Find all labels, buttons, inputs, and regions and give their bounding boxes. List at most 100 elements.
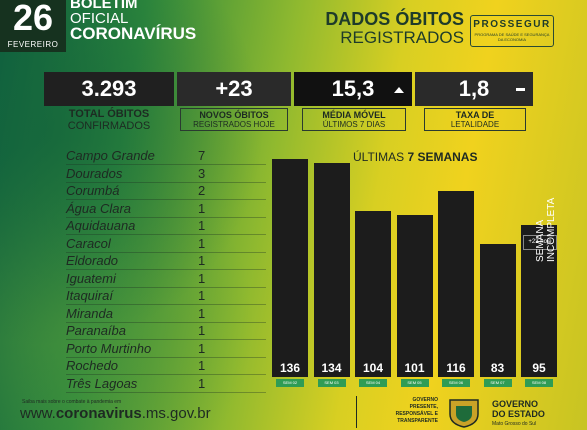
stat-moving-average-label: MÉDIA MÓVEL ÚLTIMOS 7 DIAS [302,108,406,131]
stat-total-deaths-value: 3.293 [81,76,137,101]
date-badge: 26 FEVEREIRO [0,0,66,52]
city-row: Miranda 1 [66,305,266,323]
city-row: Aquidauana 1 [66,217,266,235]
footer-note: Saiba mais sobre o combate à pandemia em [22,399,122,405]
city-row: Paranaíba 1 [66,322,266,340]
chart-bar-value: 134 [321,361,342,375]
city-row: Água Clara 1 [66,200,266,218]
city-name: Corumbá [66,183,120,198]
prossegur-name: PROSSEGUR [473,19,551,30]
stat-lethality-label-2: LETALIDADE [450,120,500,129]
city-row: Porto Murtinho 1 [66,340,266,358]
footer-url-link[interactable]: www.coronavirus.ms.gov.br [20,405,211,422]
city-name: Rochedo [66,358,119,373]
chart-title-prefix: ÚLTIMAS [353,150,408,164]
gov-slogan: GOVERNO PRESENTE, RESPONSÁVEL E TRANSPAR… [358,397,438,425]
city-deaths: 1 [198,200,206,216]
trend-flat-icon [516,88,525,91]
chart-bar [272,159,308,377]
chart-week-label: SEM 05 [400,379,429,387]
date-day: 26 [12,0,54,38]
stat-new-deaths: +23 [177,72,291,106]
gov-right-2: DO ESTADO [492,409,545,419]
bulletin-line-2: OFICIAL [70,10,129,27]
gov-right-1: GOVERNO [492,399,539,409]
gov-slogan-4: TRANSPARENTE [397,418,438,424]
stat-new-deaths-label: NOVOS ÓBITOS REGISTRADOS HOJE [180,108,288,131]
city-deaths: 3 [198,165,206,181]
city-row: Itaquiraí 1 [66,287,266,305]
stat-lethality: 1,8 [415,72,533,106]
chart-bar-value: 116 [446,361,466,375]
city-row: Caracol 1 [66,235,266,253]
chart-bar [313,162,350,377]
city-name: Eldorado [66,253,119,268]
header-subtitle-line-1: DADOS ÓBITOS [325,9,464,29]
trend-up-icon [394,87,404,93]
chart-bar-value: 136 [279,361,301,375]
city-name: Paranaíba [66,323,126,338]
city-name: Porto Murtinho [66,340,152,356]
city-name: Caracol [66,235,111,251]
city-row: Três Lagoas 1 [66,375,266,393]
state-government-logo: GOVERNO DO ESTADO Mato Grosso do Sul [492,399,582,429]
city-name: Iguatemi [66,270,116,286]
city-row: Campo Grande 7 [66,147,266,165]
stat-total-deaths-label: TOTAL ÓBITOS CONFIRMADOS [44,108,174,132]
chart-week-label: SEM 08 [525,379,553,387]
header-subtitle: DADOS ÓBITOS REGISTRADOS [316,9,464,47]
city-deaths: 1 [198,253,206,268]
city-name: Água Clara [66,200,132,216]
city-deaths: 1 [198,218,206,233]
chart-bar-value: 104 [362,361,384,375]
city-row: Iguatemi 1 [66,270,266,288]
city-deaths: 1 [198,340,206,356]
chart-week-label: SEM 02 [276,379,304,387]
city-deaths: 1 [198,235,206,251]
city-name: Miranda [66,305,113,321]
footer-url-bold: coronavirus [55,405,142,422]
stat-total-deaths-label-2: CONFIRMADOS [67,120,151,132]
chart-week-label: SEM 03 [317,379,346,387]
bulletin-line-1: BOLETIM [70,0,138,12]
city-deaths: 2 [198,183,206,198]
date-month: FEVEREIRO [7,40,59,49]
stat-moving-average-value: 15,3 [331,76,375,101]
city-row: Dourados 3 [66,165,266,183]
prossegur-logo: PROSSEGUR PROGRAMA DE SAÚDE E SEGURANÇA … [470,15,554,47]
stat-total-deaths-label-1: TOTAL ÓBITOS [68,108,150,120]
chart-week-label: SEM 06 [442,379,470,387]
chart-bar-value: 95 [532,361,546,375]
city-name: Três Lagoas [66,375,138,391]
city-deaths: 1 [198,305,206,321]
city-deaths: 1 [198,358,206,373]
city-name: Itaquiraí [66,288,113,303]
stat-new-deaths-value: +23 [215,76,253,101]
city-deaths: 1 [198,323,206,338]
stat-moving-average: 15,3 [294,72,412,106]
bulletin-line-3: CORONAVÍRUS [70,24,197,43]
city-name: Aquidauana [66,218,136,233]
footer-url-pre: www. [20,405,56,422]
stat-moving-average-label-2: ÚLTIMOS 7 DIAS [322,120,386,129]
state-seal-icon [446,398,482,428]
chart-week-label: SEM 07 [483,379,512,387]
stat-new-deaths-label-1: NOVOS ÓBITOS [199,110,269,120]
gov-slogan-3: RESPONSÁVEL E [395,411,438,417]
gov-right-3: Mato Grosso do Sul [492,421,537,427]
city-deaths: 1 [198,288,206,303]
city-deaths: 1 [198,375,206,391]
city-name: Campo Grande [66,148,155,163]
chart-bar [396,215,433,377]
chart-bar [521,225,557,377]
city-deaths: 7 [198,148,206,163]
city-name: Dourados [66,165,123,181]
chart-annotation: +23 hoje [523,235,557,250]
chart-week-label: SEM 04 [359,379,387,387]
chart-title: ÚLTIMAS 7 SEMANAS [353,150,477,164]
chart-bar-value: 101 [404,361,425,375]
chart-bar-value: 83 [490,361,505,375]
gov-slogan-1: GOVERNO [412,397,438,403]
footer-url-post: .ms.gov.br [141,405,211,422]
